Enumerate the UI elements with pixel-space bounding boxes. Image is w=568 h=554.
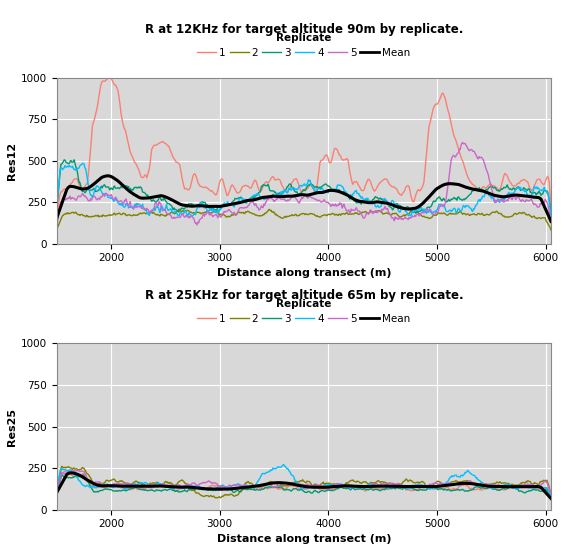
X-axis label: Distance along transect (m): Distance along transect (m) xyxy=(216,268,391,278)
Legend: 1, 2, 3, 4, 5, Mean: 1, 2, 3, 4, 5, Mean xyxy=(197,33,411,58)
Y-axis label: Res25: Res25 xyxy=(7,408,17,445)
Y-axis label: Res12: Res12 xyxy=(7,142,17,179)
Legend: 1, 2, 3, 4, 5, Mean: 1, 2, 3, 4, 5, Mean xyxy=(197,299,411,324)
Title: R at 25KHz for target altitude 65m by replicate.: R at 25KHz for target altitude 65m by re… xyxy=(145,289,463,302)
X-axis label: Distance along transect (m): Distance along transect (m) xyxy=(216,534,391,543)
Title: R at 12KHz for target altitude 90m by replicate.: R at 12KHz for target altitude 90m by re… xyxy=(145,23,463,36)
